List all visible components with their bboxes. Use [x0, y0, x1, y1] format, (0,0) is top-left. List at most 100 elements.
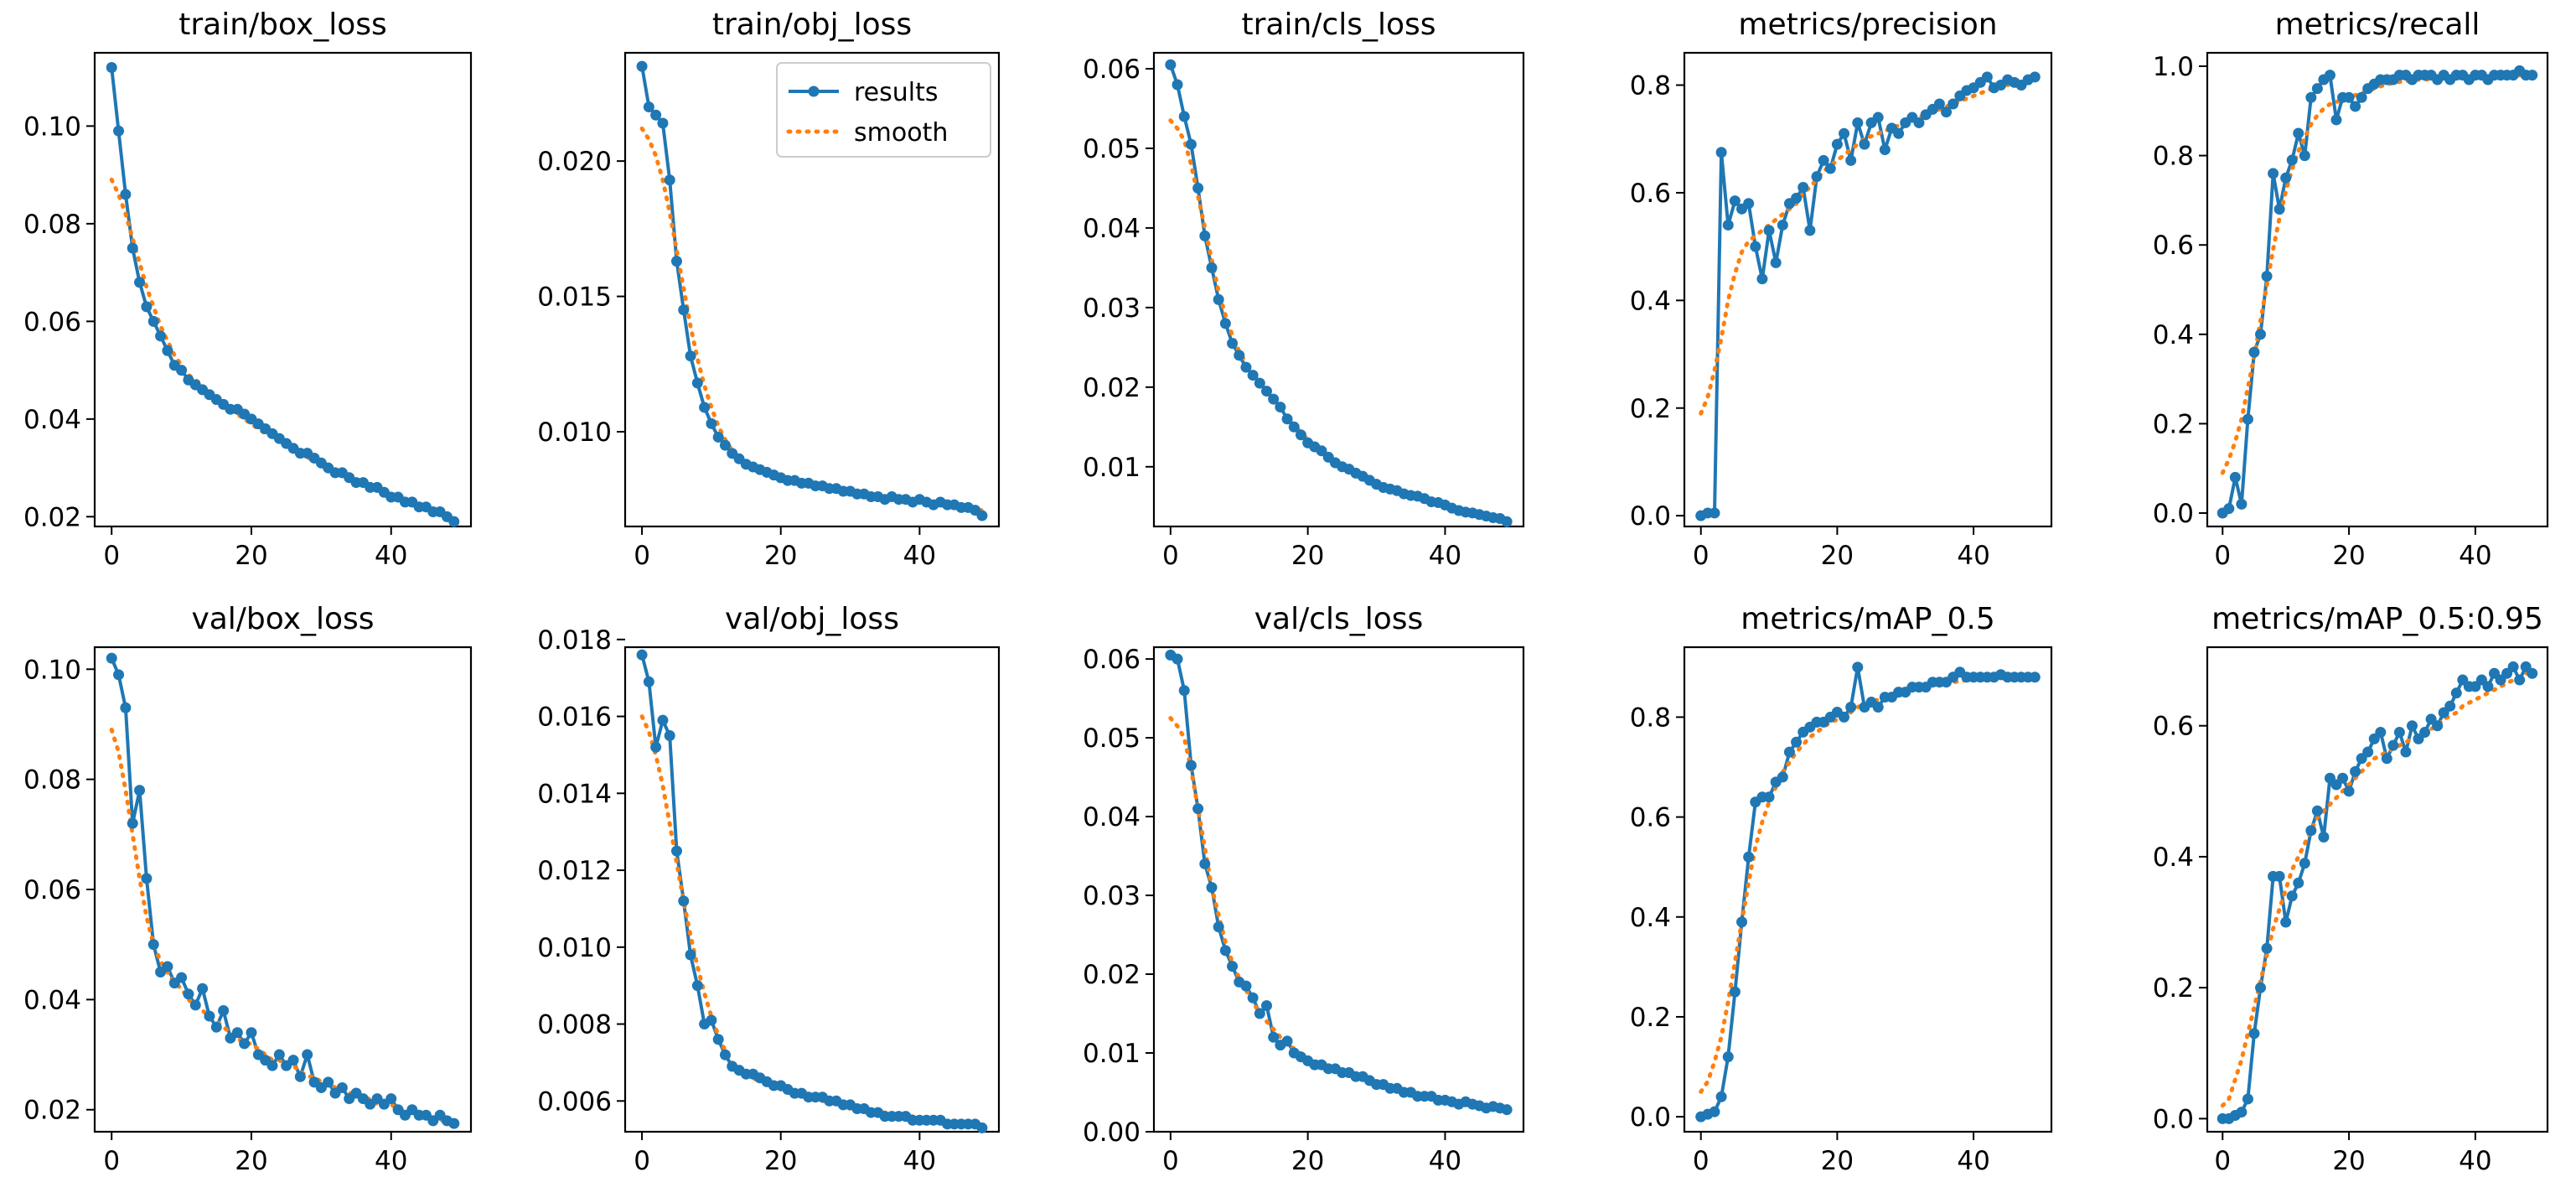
results-point: [1192, 803, 1204, 815]
y-tick-label: 0.05: [1083, 134, 1141, 164]
results-point: [1268, 393, 1280, 405]
x-tick-label: 40: [2459, 541, 2491, 571]
results-point: [670, 845, 682, 857]
results-point: [2273, 870, 2285, 882]
results-point: [636, 60, 648, 72]
results-point: [1715, 1091, 1727, 1102]
x-tick-label: 20: [1821, 1146, 1854, 1176]
results-point: [239, 1038, 251, 1050]
results-point: [1783, 746, 1795, 758]
results-point: [1219, 318, 1231, 329]
results-point: [120, 189, 132, 200]
results-point: [1261, 1000, 1273, 1012]
results-point: [2229, 471, 2241, 483]
results-point: [1288, 421, 1300, 433]
results-point: [1798, 182, 1809, 194]
results-point: [1709, 507, 1720, 519]
results-point: [2261, 942, 2273, 954]
results-point: [2311, 83, 2323, 95]
results-point: [1777, 771, 1788, 783]
x-tick-label: 20: [2332, 1146, 2365, 1176]
results-point: [2362, 746, 2374, 758]
results-point: [2527, 70, 2538, 81]
results-point: [706, 417, 717, 429]
results-point: [1178, 111, 1190, 122]
results-point: [1281, 413, 1293, 425]
results-point: [273, 1049, 285, 1060]
y-tick-label: 0.4: [2153, 320, 2194, 350]
results-point: [448, 516, 460, 527]
results-point: [643, 676, 654, 687]
results-point: [2255, 982, 2267, 993]
results-point: [1234, 350, 1245, 361]
x-tick-label: 0: [1162, 541, 1179, 571]
x-tick-label: 40: [903, 541, 936, 571]
results-point: [176, 972, 188, 983]
axes-frame: [1152, 646, 1525, 1133]
results-point: [1981, 71, 1993, 83]
x-tick-label: 40: [1429, 541, 1461, 571]
plot-title: metrics/mAP_0.5: [1741, 602, 1994, 636]
y-tick-label: 0.01: [1083, 453, 1141, 483]
y-tick-label: 0.05: [1083, 723, 1141, 754]
results-point: [134, 785, 146, 796]
x-tick-label: 20: [2332, 541, 2365, 571]
results-point: [336, 1081, 348, 1093]
x-tick-label: 0: [103, 541, 120, 571]
axes-frame: [93, 51, 473, 528]
results-point: [2273, 204, 2285, 215]
results-point: [1185, 138, 1197, 150]
results-point: [976, 1122, 988, 1133]
results-point: [2375, 727, 2387, 739]
results-point: [1275, 402, 1286, 413]
x-tick-label: 0: [1693, 541, 1710, 571]
results-point: [685, 350, 696, 362]
results-point: [302, 1049, 313, 1060]
results-point: [1219, 945, 1231, 957]
results-point: [1852, 117, 1864, 128]
x-tick-label: 20: [1291, 1146, 1324, 1176]
y-tick-label: 0.02: [1083, 960, 1141, 990]
y-tick-label: 0.8: [1630, 71, 1671, 101]
y-tick-label: 0.06: [1083, 645, 1141, 675]
y-tick-label: 0.0: [1630, 501, 1671, 531]
results-point: [1172, 653, 1183, 665]
plot-title: metrics/recall: [2275, 8, 2480, 42]
results-point: [189, 999, 201, 1011]
y-tick-label: 0.2: [2153, 973, 2194, 1003]
results-point: [2299, 150, 2310, 162]
y-tick-label: 0.08: [23, 765, 81, 796]
results-point: [2299, 858, 2310, 869]
y-tick-label: 0.6: [1630, 179, 1671, 209]
plot-title: train/obj_loss: [712, 8, 912, 42]
results-point: [1165, 59, 1177, 70]
results-point: [2311, 805, 2323, 817]
plot-title: train/cls_loss: [1241, 8, 1435, 42]
results-point: [1185, 760, 1197, 771]
results-point: [127, 242, 138, 254]
results-point: [2406, 720, 2418, 732]
x-tick-label: 20: [764, 1146, 797, 1176]
smooth-series-line: [2220, 671, 2535, 1108]
results-point: [448, 1117, 460, 1129]
results-series-line: [2222, 69, 2532, 515]
y-tick-label: 0.06: [23, 307, 81, 337]
results-point: [204, 1010, 215, 1022]
results-point: [2507, 661, 2519, 672]
x-tick-label: 40: [375, 1146, 407, 1176]
plot-val-cls-loss: val/cls_loss 0 20 40 0.00 0.01 0.02 0.03 0.04 0.0…: [1083, 602, 1525, 1176]
results-point: [1859, 138, 1870, 150]
results-point: [1831, 138, 1843, 150]
y-tick-label: 0.04: [23, 405, 81, 435]
results-point: [141, 873, 153, 884]
axes-frame: [623, 51, 1001, 528]
y-tick-label: 0.04: [1083, 214, 1141, 244]
results-point: [2444, 700, 2456, 712]
results-point: [1845, 154, 1857, 166]
y-tick-label: 0.0: [2153, 499, 2194, 529]
results-point: [113, 669, 125, 681]
x-tick-label: 0: [2214, 1146, 2231, 1176]
results-point: [1227, 338, 1239, 350]
results-point: [2223, 503, 2235, 515]
results-point: [2248, 346, 2260, 358]
